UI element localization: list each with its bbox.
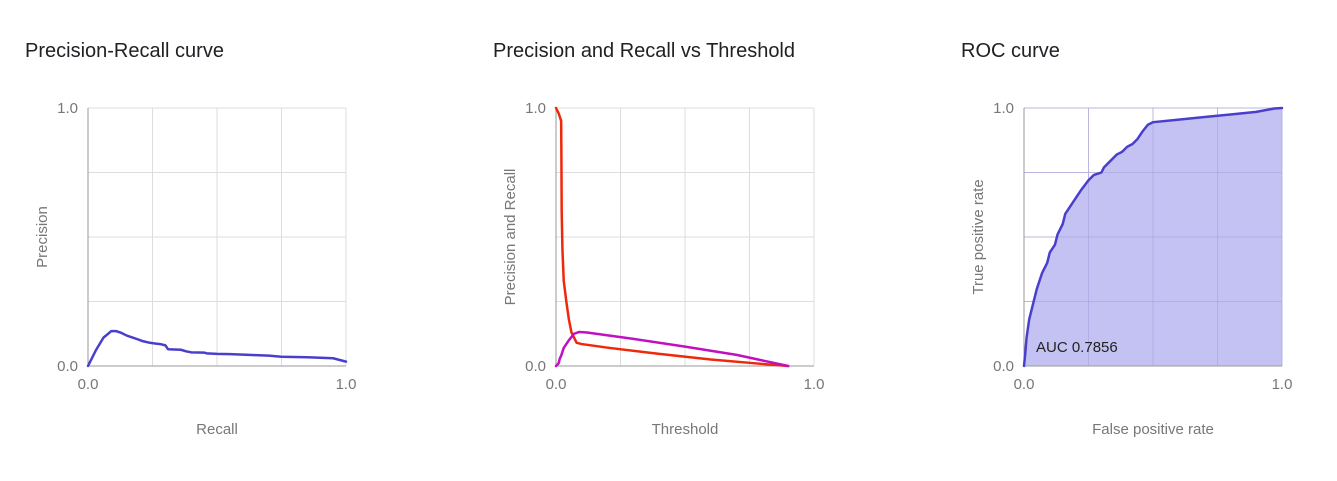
x-axis-title: False positive rate	[1092, 421, 1214, 438]
x-tick-label: 1.0	[804, 376, 825, 393]
chart-title: Precision-Recall curve	[25, 40, 224, 62]
recall-series-line	[554, 330, 790, 368]
pr-series-line	[86, 329, 348, 368]
x-tick-label: 0.0	[1014, 376, 1035, 393]
auc-annotation: AUC 0.7856	[1036, 339, 1118, 356]
x-tick-label: 0.0	[78, 376, 99, 393]
y-axis-title: Precision	[34, 206, 51, 268]
roc-curve-panel: ROC curve 0.0 1.0 0.0 1.0 False positive rat…	[936, 0, 1337, 481]
chart-title: ROC curve	[961, 40, 1060, 62]
y-tick-label: 0.0	[57, 358, 78, 375]
y-tick-label: 1.0	[57, 100, 78, 117]
y-axis-title: Precision and Recall	[502, 169, 519, 306]
y-tick-label: 0.0	[993, 358, 1014, 375]
pr-curve-panel: Precision-Recall curve 0.0 1.0 0.0 1.0 Recal…	[0, 0, 440, 481]
roc-series-line	[1022, 106, 1284, 368]
x-tick-label: 0.0	[546, 376, 567, 393]
roc-curve-chart: 0.0 1.0 0.0 1.0 False positive rate True posi…	[970, 100, 1293, 438]
threshold-panel: Precision and Recall vs Threshold 0.0 1.0…	[468, 0, 908, 481]
threshold-chart: 0.0 1.0 0.0 1.0 Threshold Precision and Recal…	[502, 100, 825, 438]
chart-title: Precision and Recall vs Threshold	[493, 40, 796, 62]
precision-series-line	[554, 106, 790, 368]
y-tick-label: 1.0	[525, 100, 546, 117]
pr-curve-chart: 0.0 1.0 0.0 1.0 Recall Precision	[34, 100, 357, 438]
x-axis-title: Threshold	[652, 421, 719, 438]
y-tick-label: 0.0	[525, 358, 546, 375]
y-axis-title: True positive rate	[970, 179, 987, 294]
y-tick-label: 1.0	[993, 100, 1014, 117]
x-tick-label: 1.0	[336, 376, 357, 393]
x-axis-title: Recall	[196, 421, 238, 438]
x-tick-label: 1.0	[1272, 376, 1293, 393]
